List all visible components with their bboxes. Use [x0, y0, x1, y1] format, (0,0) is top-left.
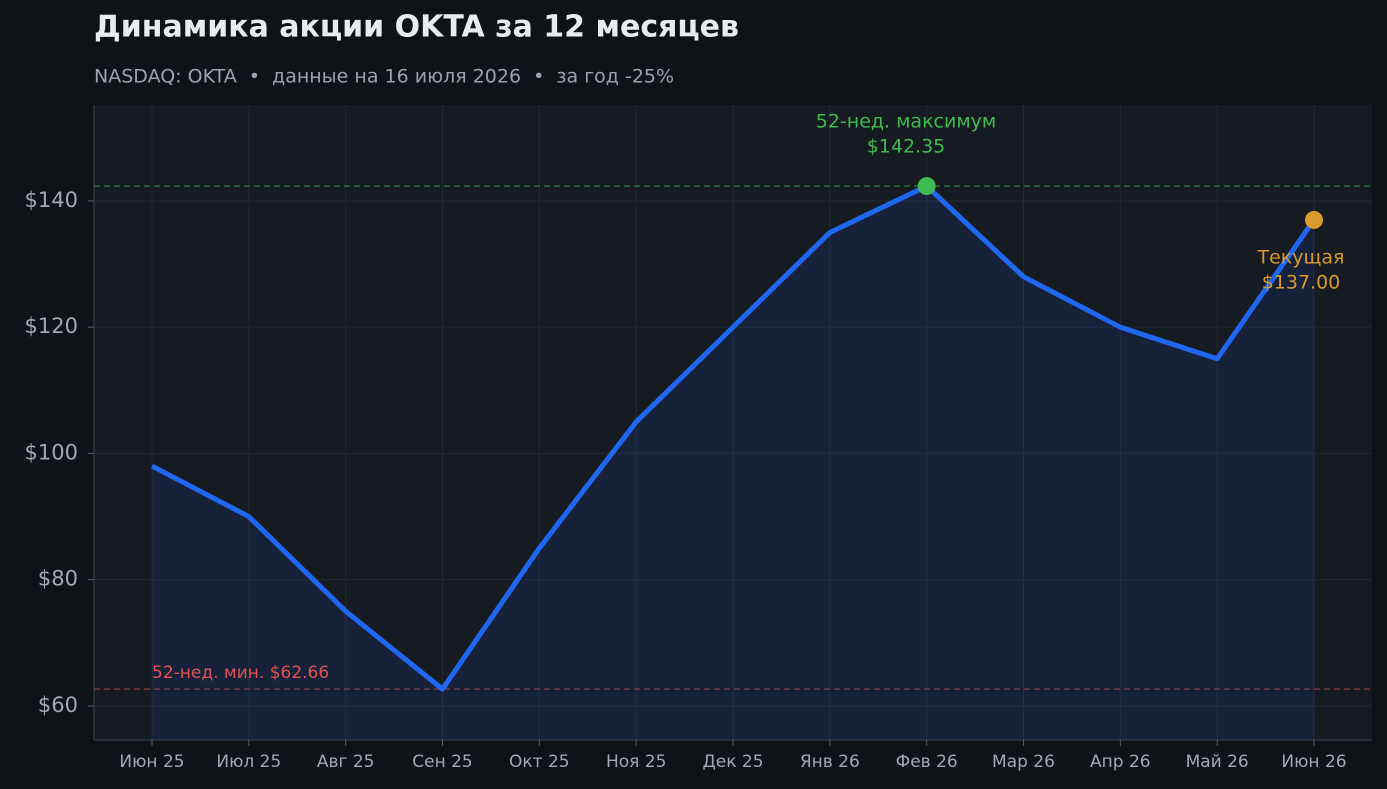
x-tick-label: Фев 26	[896, 752, 958, 772]
high-value-label: $142.35	[867, 136, 946, 158]
x-tick-label: Апр 26	[1090, 752, 1151, 772]
x-tick-label: Дек 25	[702, 752, 763, 772]
y-tick-label: $100	[25, 440, 78, 464]
chart-title: Динамика акции OKTA за 12 месяцев	[94, 10, 739, 45]
low-label: 52-нед. мин. $62.66	[152, 663, 329, 683]
current-marker	[1305, 210, 1323, 229]
x-tick-label: Июн 26	[1281, 752, 1346, 772]
y-tick-label: $120	[25, 314, 78, 338]
x-tick-label: Авг 25	[317, 752, 375, 772]
x-tick-label: Янв 26	[800, 752, 860, 772]
current-label: Текущая	[1257, 247, 1345, 269]
high-label: 52-нед. максимум	[816, 111, 997, 133]
y-tick-label: $60	[38, 693, 78, 717]
x-tick-label: Ноя 25	[606, 752, 666, 772]
chart-subtitle: NASDAQ: OKTA • данные на 16 июля 2026 • …	[94, 66, 674, 88]
y-tick-label: $80	[38, 567, 78, 591]
x-tick-label: Июн 25	[119, 752, 184, 772]
y-tick-label: $140	[25, 188, 78, 212]
x-tick-label: Сен 25	[412, 752, 472, 772]
line	[150, 183, 1317, 692]
area	[152, 186, 1314, 740]
high-marker	[917, 177, 936, 196]
x-tick-label: Мар 26	[992, 752, 1055, 772]
x-tick-label: Май 26	[1186, 752, 1249, 772]
current-value-label: $137.00	[1262, 272, 1341, 294]
x-tick-label: Июл 25	[216, 752, 281, 772]
x-tick-label: Окт 25	[509, 752, 570, 772]
